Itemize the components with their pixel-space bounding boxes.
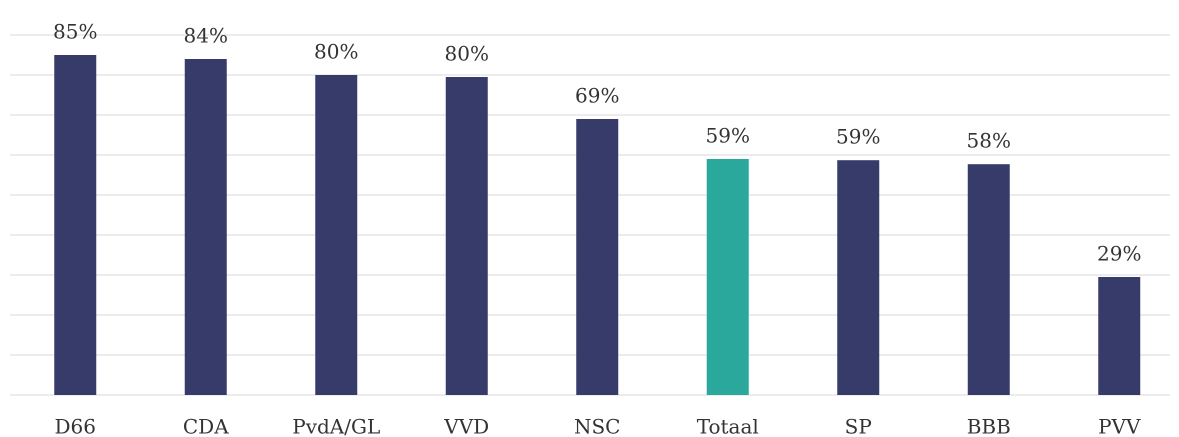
- bar: [967, 164, 1010, 395]
- bar: [54, 55, 97, 395]
- x-tick-label: D66: [55, 415, 96, 437]
- value-label: 80%: [445, 42, 489, 66]
- value-label: 85%: [53, 20, 97, 44]
- x-tick-label: NSC: [574, 415, 621, 437]
- value-label: 69%: [575, 84, 619, 108]
- bar: [706, 159, 749, 395]
- x-tick-label: PVV: [1098, 415, 1141, 437]
- bar: [445, 77, 488, 395]
- bar: [184, 59, 227, 395]
- bar: [315, 75, 358, 395]
- x-tick-label: VVD: [443, 415, 489, 437]
- x-tick-label: CDA: [183, 415, 229, 437]
- bar: [576, 119, 619, 395]
- x-tick-label: SP: [845, 415, 872, 437]
- x-tick-label: BBB: [967, 415, 1011, 437]
- x-tick-label: Totaal: [697, 415, 759, 437]
- value-label: 84%: [184, 24, 228, 48]
- value-label: 59%: [836, 125, 880, 149]
- value-label: 29%: [1097, 242, 1141, 266]
- value-label: 80%: [314, 40, 358, 64]
- bar: [1098, 277, 1141, 395]
- value-label: 58%: [967, 129, 1011, 153]
- x-tick-label: PvdA/GL: [292, 415, 380, 437]
- value-label: 59%: [706, 124, 750, 148]
- bar: [837, 160, 880, 395]
